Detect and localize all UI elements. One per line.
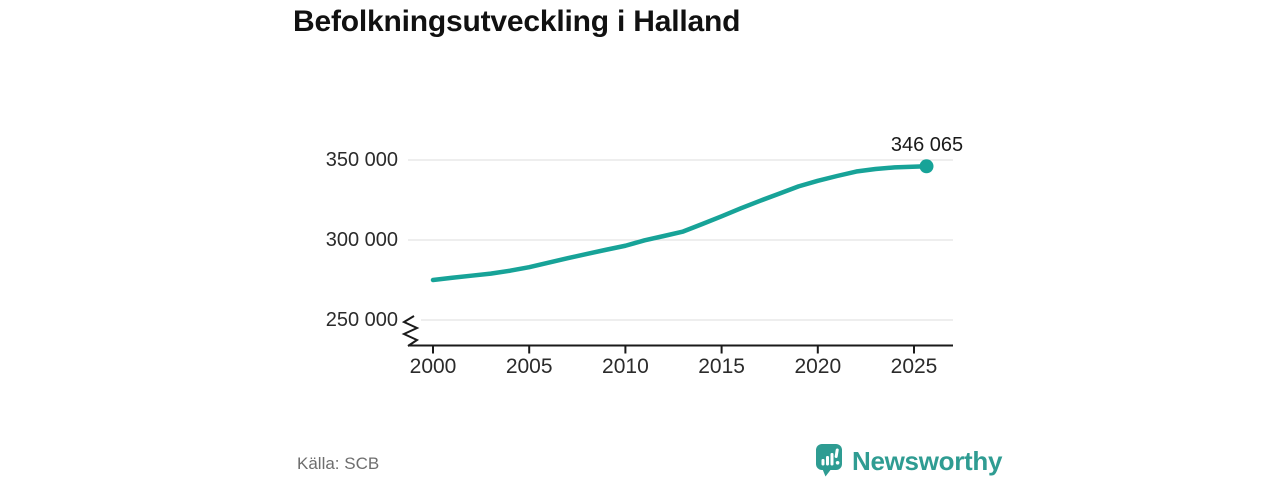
x-axis-tick-label: 2000: [409, 355, 457, 378]
y-axis-tick-label: 300 000: [325, 229, 398, 251]
x-axis-tick-label: 2025: [890, 355, 938, 378]
latest-value-dot: [919, 159, 934, 174]
y-axis-tick-label: 350 000: [325, 149, 398, 171]
x-axis-tick-label: 2015: [698, 355, 745, 378]
newsworthy-speech-bubble-bar-chart-icon: [816, 444, 842, 477]
axis-break-zigzag: [401, 315, 420, 347]
source-caption: Källa: SCB: [297, 454, 380, 473]
x-axis-tick-label: 2020: [794, 355, 842, 378]
newsworthy-logo: Newsworthy: [815, 443, 1002, 478]
y-axis-tick-label: 250 000: [325, 309, 398, 331]
end-value-label: 346 065: [890, 134, 964, 156]
x-axis-tick-label: 2005: [505, 355, 553, 378]
newsworthy-wordmark: Newsworthy: [852, 445, 1003, 476]
x-axis-tick-label: 2010: [602, 355, 649, 378]
chart-title: Befolkningsutveckling i Halland: [293, 5, 741, 38]
population-series-line: [430, 164, 929, 283]
